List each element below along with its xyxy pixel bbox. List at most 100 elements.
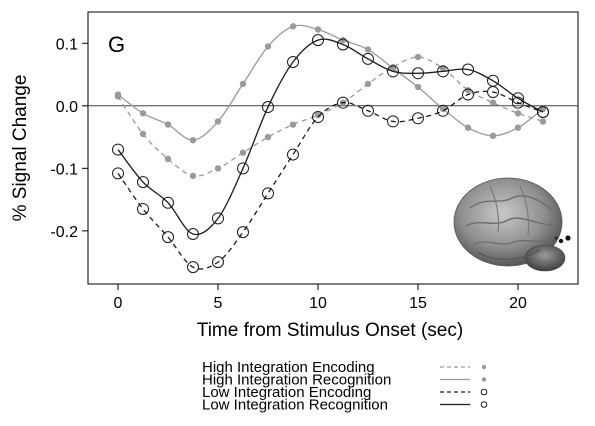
data-point	[239, 80, 247, 88]
data-point	[137, 202, 149, 215]
data-point	[262, 101, 274, 114]
y-tick-label: -0.2	[50, 224, 78, 241]
legend-item: High Integration Encoding	[202, 359, 487, 376]
data-point	[314, 26, 322, 33]
series-3	[112, 86, 549, 274]
data-point	[164, 155, 172, 163]
plot-frame	[87, 11, 579, 285]
series-4	[112, 34, 549, 240]
data-point	[439, 65, 447, 72]
data-point	[214, 165, 222, 172]
data-point	[264, 133, 272, 141]
series-line	[117, 24, 544, 141]
y-tick-label: -0.1	[50, 161, 78, 178]
series-line	[117, 38, 544, 236]
data-point	[514, 124, 522, 131]
data-point	[414, 83, 422, 91]
x-tick-label: 0	[114, 295, 123, 312]
data-point	[164, 121, 172, 128]
panel-letter: G	[108, 32, 125, 57]
legend-marker-swatch	[480, 401, 488, 408]
data-point	[214, 118, 222, 125]
data-point	[489, 99, 497, 106]
data-point	[537, 106, 549, 119]
legend-item: Low Integration Encoding	[202, 384, 488, 401]
data-point	[462, 63, 474, 76]
data-point	[139, 130, 147, 138]
data-point	[237, 226, 249, 239]
legend-marker-swatch	[481, 377, 487, 382]
y-tick-label: 0.0	[56, 99, 78, 116]
legend-item: Low Integration Recognition	[202, 397, 488, 414]
series-line	[117, 90, 544, 270]
data-point	[387, 65, 399, 78]
data-point	[514, 110, 522, 117]
brain-inset-image	[453, 177, 571, 272]
x-tick-label: 15	[409, 295, 427, 312]
data-point	[339, 36, 347, 44]
data-point	[362, 52, 374, 65]
data-point	[337, 38, 349, 51]
series-line	[117, 56, 544, 177]
legend-label: Low Integration Encoding	[202, 384, 371, 401]
data-point	[189, 136, 197, 144]
data-point	[437, 104, 449, 117]
legend-marker-swatch	[480, 388, 488, 396]
data-point	[412, 112, 424, 125]
data-point	[212, 256, 224, 269]
series-1	[114, 53, 547, 180]
data-point	[364, 80, 372, 88]
data-point	[462, 88, 474, 101]
x-tick-label: 20	[509, 295, 527, 312]
data-point	[412, 67, 424, 80]
data-point	[112, 167, 124, 180]
data-point	[512, 92, 524, 105]
x-axis-label: Time from Stimulus Onset (sec)	[197, 320, 463, 341]
x-tick-label: 5	[214, 295, 223, 312]
data-point	[437, 65, 449, 78]
data-point	[239, 149, 247, 156]
data-point	[464, 124, 472, 131]
legend-item: High Integration Recognition	[202, 372, 487, 389]
data-point	[137, 176, 149, 189]
data-point	[287, 148, 299, 161]
plot-area: 0 5 10 15 20 -0.2 -0.1 0.0 0.1 Time from Stimulus…	[10, 11, 579, 341]
data-point	[512, 96, 524, 109]
data-point	[414, 53, 422, 61]
data-point	[487, 74, 499, 87]
x-tick-label: 10	[309, 295, 327, 312]
data-point	[187, 261, 199, 274]
data-point	[264, 43, 272, 50]
data-point	[539, 118, 547, 125]
data-point	[387, 115, 399, 128]
data-point	[464, 86, 472, 94]
y-tick-label: 0.1	[56, 36, 78, 53]
data-point	[312, 34, 324, 47]
series-2	[114, 23, 547, 144]
data-point	[189, 172, 197, 180]
data-point	[337, 96, 349, 109]
data-point	[212, 212, 224, 225]
legend-marker-swatch	[481, 364, 487, 370]
legend-label: Low Integration Recognition	[202, 397, 388, 414]
data-point	[139, 110, 147, 117]
data-point	[114, 91, 122, 98]
data-point	[389, 65, 397, 72]
data-point	[364, 46, 372, 53]
y-axis-label: % Signal Change	[10, 75, 31, 222]
data-point	[362, 104, 374, 117]
data-point	[314, 111, 322, 119]
data-point	[289, 23, 297, 30]
data-point	[162, 196, 174, 209]
data-point	[112, 143, 124, 156]
data-point	[237, 162, 249, 175]
legend-label: High Integration Encoding	[202, 359, 375, 376]
legend-label: High Integration Recognition	[202, 372, 391, 389]
data-point	[287, 56, 299, 69]
data-point	[187, 227, 199, 240]
data-point	[312, 111, 324, 124]
data-point	[489, 132, 497, 140]
data-point	[262, 187, 274, 200]
